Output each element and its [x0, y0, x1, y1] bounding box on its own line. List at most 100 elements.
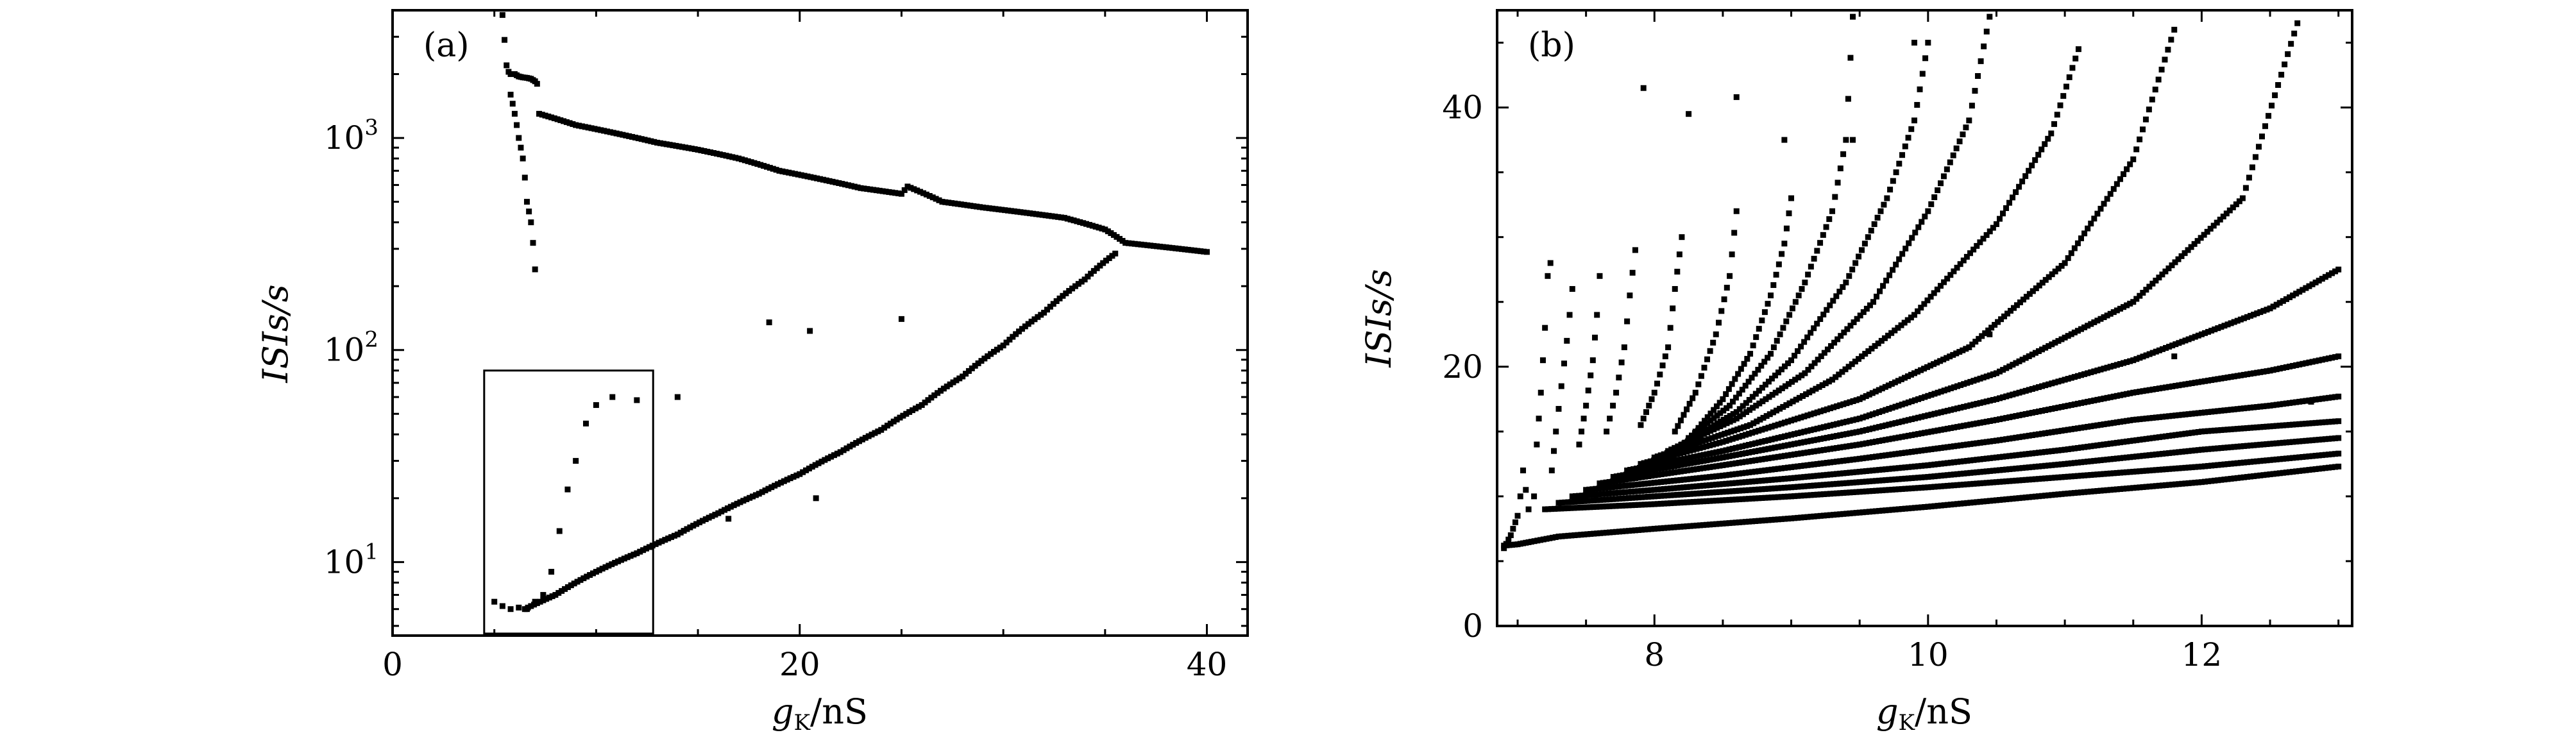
panel-b-data-point [1813, 385, 1819, 392]
panel-b-data-point [1970, 469, 1977, 476]
panel-a-series-1 [507, 92, 538, 273]
panel-b-data-point [2071, 245, 2078, 251]
panel-b-data-point [1831, 339, 1838, 346]
panel-b-data-point [1841, 329, 1847, 335]
panel-b-data-point [1960, 131, 1966, 138]
panel-b-data-point [1983, 455, 1990, 462]
panel-b-data-point [2016, 465, 2022, 471]
panel-b-data-point [2267, 402, 2273, 409]
panel-b-data-point [1795, 348, 1801, 354]
panel-b-data-point [1610, 529, 1616, 536]
panel-b-data-point [2237, 460, 2244, 466]
panel-a-data-point [983, 205, 989, 211]
panel-b-data-point [2046, 448, 2052, 455]
panel-b-data-point [2110, 362, 2117, 369]
panel-a-data-point [645, 137, 651, 144]
panel-b-data-point [2026, 291, 2033, 297]
panel-a-data-point [947, 381, 953, 387]
panel-b-data-point [2169, 466, 2176, 472]
panel-b-data-point [2062, 403, 2068, 409]
panel-b-data-point [1969, 341, 1976, 348]
panel-b-data-point [1661, 455, 1667, 461]
panel-b-data-point [2335, 353, 2342, 360]
panel-b-data-point [2127, 485, 2133, 491]
panel-b-data-point [1597, 273, 1603, 279]
panel-a-data-point [491, 598, 498, 605]
panel-a-x-tick-label: 20 [779, 646, 820, 683]
panel-b-data-point [1747, 407, 1753, 413]
panel-a-data-point [878, 427, 885, 433]
panel-a-data-point [1151, 242, 1157, 249]
panel-b-data-point [1845, 96, 1851, 102]
panel-b-data-point [2153, 385, 2159, 392]
panel-b-data-point [1911, 312, 1918, 318]
panel-b-data-point [1954, 405, 1961, 412]
panel-a-data-point [776, 167, 783, 174]
panel-b-data-point [2130, 299, 2137, 305]
panel-a-data-point [1046, 212, 1052, 219]
panel-a-data-point [1182, 246, 1188, 253]
panel-a-data-point [900, 412, 906, 419]
panel-b-data-point [2062, 427, 2068, 434]
panel-b-data-point [2267, 441, 2273, 447]
panel-b-data-point [2173, 383, 2179, 389]
panel-b-data-point [2140, 126, 2146, 133]
panel-b-data-point [1970, 499, 1977, 505]
panel-b-data-point [2260, 424, 2267, 430]
panel-b-data-point [1990, 418, 1996, 424]
panel-b-data-point [1795, 475, 1801, 481]
panel-b-data-point [1931, 503, 1938, 509]
panel-b-data-point [2300, 421, 2306, 427]
panel-a-data-point [677, 529, 684, 536]
panel-b-data-point [1935, 427, 1941, 434]
panel-b-data-point [1772, 516, 1778, 523]
panel-b-data-point [2239, 195, 2246, 201]
panel-b-data-point [1827, 471, 1833, 478]
panel-b-data-point [2218, 462, 2224, 468]
panel-b-data-point [1765, 467, 1772, 473]
panel-b-data-point [2029, 351, 2035, 358]
panel-b-data-point [1983, 498, 1990, 504]
panel-b-data-point [2104, 312, 2110, 319]
panel-b-data-point [1747, 422, 1754, 428]
panel-b-data-point [1928, 462, 1935, 468]
panel-b-data-point [1840, 470, 1847, 477]
panel-b-data-point [1997, 437, 2003, 443]
panel-b-data-point [1960, 257, 1967, 264]
panel-b-data-point [2169, 432, 2176, 439]
panel-b-data-point [2237, 372, 2244, 378]
panel-b-data-point [2287, 439, 2293, 445]
panel-b-data-point [1889, 466, 1895, 472]
panel-a-data-point [937, 387, 944, 394]
panel-b-data-point [1863, 305, 1870, 312]
panel-b-data-point [1966, 117, 1972, 124]
panel-b-data-point [1641, 494, 1648, 500]
panel-b-series-3 [1569, 418, 2342, 500]
panel-b-data-point [1762, 467, 1768, 473]
panel-b-data-point [2003, 496, 2010, 503]
panel-b-data-point [1831, 404, 1837, 410]
panel-b-data-point [2205, 377, 2212, 384]
panel-b-data-point [1625, 482, 1632, 489]
panel-b-data-point [2248, 443, 2254, 449]
panel-b-data-point [2101, 457, 2107, 463]
panel-b-data-point [1934, 359, 1940, 366]
panel-a-data-point [635, 135, 641, 142]
panel-b-data-point [1543, 536, 1550, 542]
panel-b-data-point [1654, 453, 1661, 460]
panel-b-data-point [2185, 430, 2192, 437]
panel-b-data-point [1657, 371, 1663, 378]
panel-b-data-point [2074, 328, 2081, 334]
panel-b-data-point [1964, 481, 1970, 487]
panel-b-data-point [1922, 474, 1928, 480]
panel-a-data-point [534, 81, 540, 87]
panel-a-data-point [1094, 265, 1100, 271]
panel-b-data-point [1808, 330, 1814, 336]
panel-b-data-point [1716, 473, 1723, 479]
panel-b-data-point [2173, 412, 2179, 419]
panel-b-data-point [1892, 435, 1899, 441]
panel-b-data-point [1872, 342, 1878, 349]
panel-b-data-point [1656, 466, 1662, 472]
panel-b-data-point [1847, 469, 1853, 476]
panel-b-data-point [1733, 452, 1739, 458]
